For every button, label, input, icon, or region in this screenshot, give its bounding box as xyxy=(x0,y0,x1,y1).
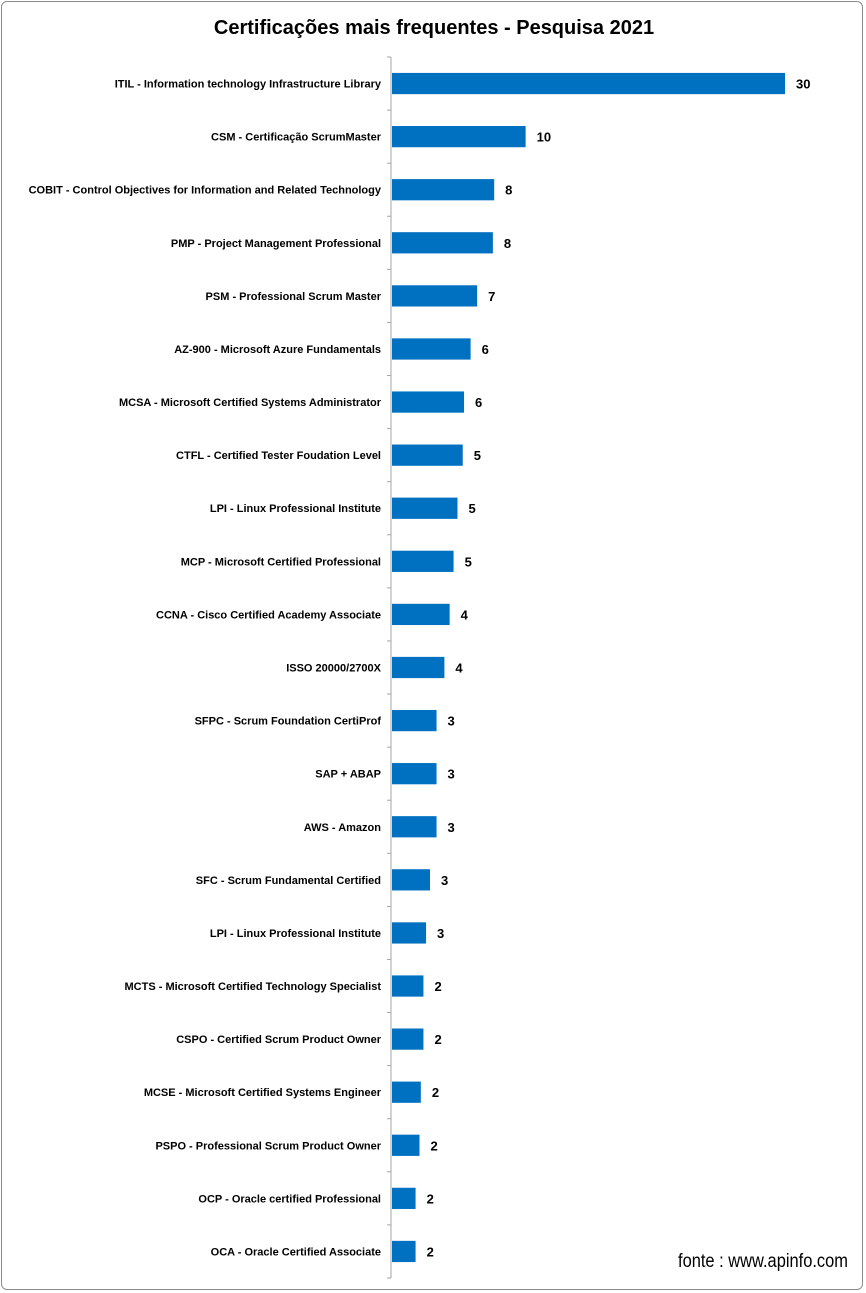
data-label: 3 xyxy=(448,820,455,835)
bar xyxy=(392,1240,416,1263)
data-label: 2 xyxy=(427,1244,434,1259)
source-note: fonte : www.apinfo.com xyxy=(678,1251,848,1272)
category-label: PSM - Professional Scrum Master xyxy=(206,291,382,303)
category-label: AWS - Amazon xyxy=(304,822,381,834)
category-label: AZ-900 - Microsoft Azure Fundamentals xyxy=(174,344,381,356)
category-label: SFPC - Scrum Foundation CertiProf xyxy=(195,716,382,728)
data-label: 8 xyxy=(504,236,511,251)
category-label: MCSE - Microsoft Certified Systems Engin… xyxy=(144,1087,382,1099)
bar xyxy=(392,232,493,254)
category-label: OCA - Oracle Certified Associate xyxy=(211,1246,381,1258)
bar xyxy=(392,338,471,360)
data-label: 3 xyxy=(441,873,448,888)
category-label: CSM - Certificação ScrumMaster xyxy=(211,132,382,144)
data-label: 2 xyxy=(431,1138,438,1153)
category-label: OCP - Oracle certified Professional xyxy=(198,1193,381,1205)
data-label: 6 xyxy=(482,342,489,357)
bar xyxy=(392,179,495,201)
bar xyxy=(392,1028,424,1050)
bar xyxy=(392,656,445,679)
data-label: 2 xyxy=(432,1085,439,1100)
category-label: SFC - Scrum Fundamental Certified xyxy=(196,875,381,887)
data-label: 3 xyxy=(448,767,455,782)
bar xyxy=(392,550,454,572)
bar xyxy=(392,1081,421,1103)
bar xyxy=(392,975,424,997)
bar xyxy=(392,497,458,519)
category-label: MCTS - Microsoft Certified Technology Sp… xyxy=(125,981,382,993)
bar xyxy=(392,72,785,95)
bar xyxy=(392,285,478,307)
data-label: 2 xyxy=(434,979,441,994)
data-label: 4 xyxy=(461,607,469,622)
bar xyxy=(392,816,437,838)
category-label: ITIL - Information technology Infrastruc… xyxy=(115,79,382,91)
category-label: LPI - Linux Professional Institute xyxy=(210,928,381,940)
bar xyxy=(392,126,526,148)
category-label: CSPO - Certified Scrum Product Owner xyxy=(176,1034,381,1046)
bar xyxy=(392,1187,416,1209)
data-label: 30 xyxy=(796,77,810,92)
bar-rows: ITIL - Information technology Infrastruc… xyxy=(29,56,810,1279)
data-label: 3 xyxy=(437,926,444,941)
data-label: 10 xyxy=(537,130,551,145)
bar xyxy=(392,869,430,891)
data-label: 6 xyxy=(475,395,482,410)
data-label: 5 xyxy=(469,501,476,516)
category-label: LPI - Linux Professional Institute xyxy=(210,503,381,515)
category-label: CCNA - Cisco Certified Academy Associate xyxy=(156,609,381,621)
category-label: COBIT - Control Objectives for Informati… xyxy=(29,185,382,197)
data-label: 8 xyxy=(505,183,512,198)
category-label: PMP - Project Management Professional xyxy=(171,238,381,250)
data-label: 2 xyxy=(434,1032,441,1047)
data-label: 7 xyxy=(488,289,495,304)
category-label: SAP + ABAP xyxy=(315,769,381,781)
data-label: 2 xyxy=(427,1191,434,1206)
bar xyxy=(392,763,437,785)
bar xyxy=(392,709,437,732)
data-label: 3 xyxy=(448,714,455,729)
data-label: 5 xyxy=(474,448,481,463)
bar xyxy=(392,922,427,944)
chart-title: Certificações mais frequentes - Pesquisa… xyxy=(214,17,654,39)
bar xyxy=(392,444,463,466)
category-label: CTFL - Certified Tester Foudation Level xyxy=(176,450,381,462)
data-label: 5 xyxy=(465,554,472,569)
category-label: MCSA - Microsoft Certified Systems Admin… xyxy=(119,397,382,409)
bar xyxy=(392,1134,420,1156)
category-label: ISSO 20000/2700X xyxy=(286,663,381,675)
category-label: MCP - Microsoft Certified Professional xyxy=(181,556,381,568)
bar xyxy=(392,391,465,413)
category-label: PSPO - Professional Scrum Product Owner xyxy=(155,1140,381,1152)
bar xyxy=(392,603,450,626)
data-label: 4 xyxy=(455,661,463,676)
